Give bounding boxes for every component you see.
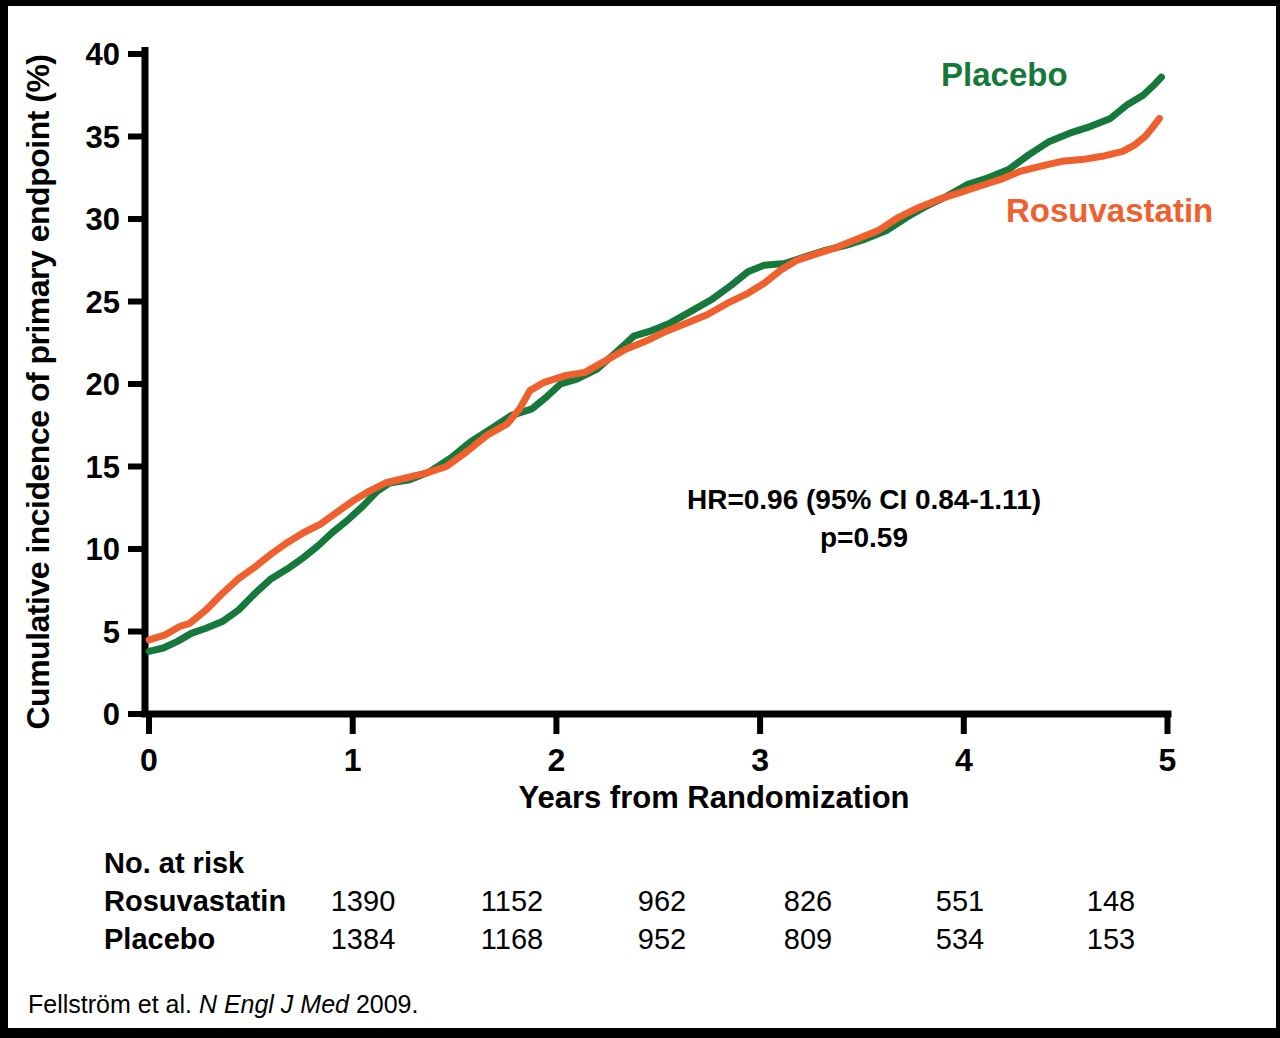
y-tick-label: 35 (86, 120, 120, 155)
at-risk-value: 1390 (331, 885, 396, 918)
frame-border-top (0, 0, 1280, 6)
at-risk-value: 1384 (331, 923, 396, 956)
x-tick-label: 3 (751, 742, 769, 778)
citation: Fellström et al. N Engl J Med 2009. (28, 990, 418, 1019)
x-tick-label: 1 (344, 742, 362, 778)
at-risk-value: 1152 (481, 885, 543, 918)
curve-placebo (149, 77, 1161, 651)
at-risk-value: 1168 (481, 923, 543, 956)
hr-annotation-line1: HR=0.96 (95% CI 0.84-1.11) (687, 481, 1041, 519)
legend-label-rosuvastatin: Rosuvastatin (1006, 192, 1213, 230)
y-axis-title: Cumulative incidence of primary endpoint… (20, 55, 57, 730)
frame-border-right (1276, 0, 1280, 1038)
p-value-line: p=0.59 (687, 519, 1041, 557)
chart-stage: 0 5 10 15 20 25 30 35 40 0 1 2 3 4 5 Cumulative incide… (0, 0, 1280, 1038)
at-risk-header: No. at risk (104, 847, 244, 880)
x-tick-label: 4 (955, 742, 973, 778)
citation-authors: Fellström et al. (28, 990, 199, 1018)
hr-annotation: HR=0.96 (95% CI 0.84-1.11) p=0.59 (687, 481, 1041, 557)
at-risk-value: 826 (784, 885, 832, 918)
y-tick-label: 15 (86, 450, 120, 485)
y-tick-label: 0 (103, 697, 120, 732)
at-risk-value: 153 (1087, 923, 1135, 956)
y-tick-label: 5 (103, 615, 120, 650)
y-tick-label: 25 (86, 285, 120, 320)
frame-border-left (0, 0, 8, 1038)
legend-label-placebo: Placebo (941, 56, 1068, 94)
y-tick-label: 30 (86, 202, 120, 237)
at-risk-value: 962 (638, 885, 686, 918)
citation-journal: N Engl J Med (199, 990, 349, 1018)
at-risk-value: 952 (638, 923, 686, 956)
x-tick-label: 5 (1159, 742, 1177, 778)
at-risk-value: 551 (936, 885, 984, 918)
y-tick-label: 40 (86, 37, 120, 72)
survival-curve-plot: 0 5 10 15 20 25 30 35 40 0 1 2 3 4 5 (0, 0, 1280, 1038)
frame-border-bottom (0, 1028, 1280, 1038)
x-tick-label: 0 (140, 742, 158, 778)
figure-frame: 0 5 10 15 20 25 30 35 40 0 1 2 3 4 5 Cumulative incide… (0, 0, 1280, 1038)
at-risk-value: 809 (784, 923, 832, 956)
at-risk-row-label-rosuvastatin: Rosuvastatin (104, 885, 286, 918)
at-risk-row-label-placebo: Placebo (104, 923, 215, 956)
x-tick-label: 2 (548, 742, 566, 778)
at-risk-value: 148 (1087, 885, 1135, 918)
citation-year: 2009. (349, 990, 419, 1018)
at-risk-value: 534 (936, 923, 984, 956)
y-tick-label: 20 (86, 367, 120, 402)
y-tick-label: 10 (86, 532, 120, 567)
x-axis-title: Years from Randomization (518, 780, 909, 816)
